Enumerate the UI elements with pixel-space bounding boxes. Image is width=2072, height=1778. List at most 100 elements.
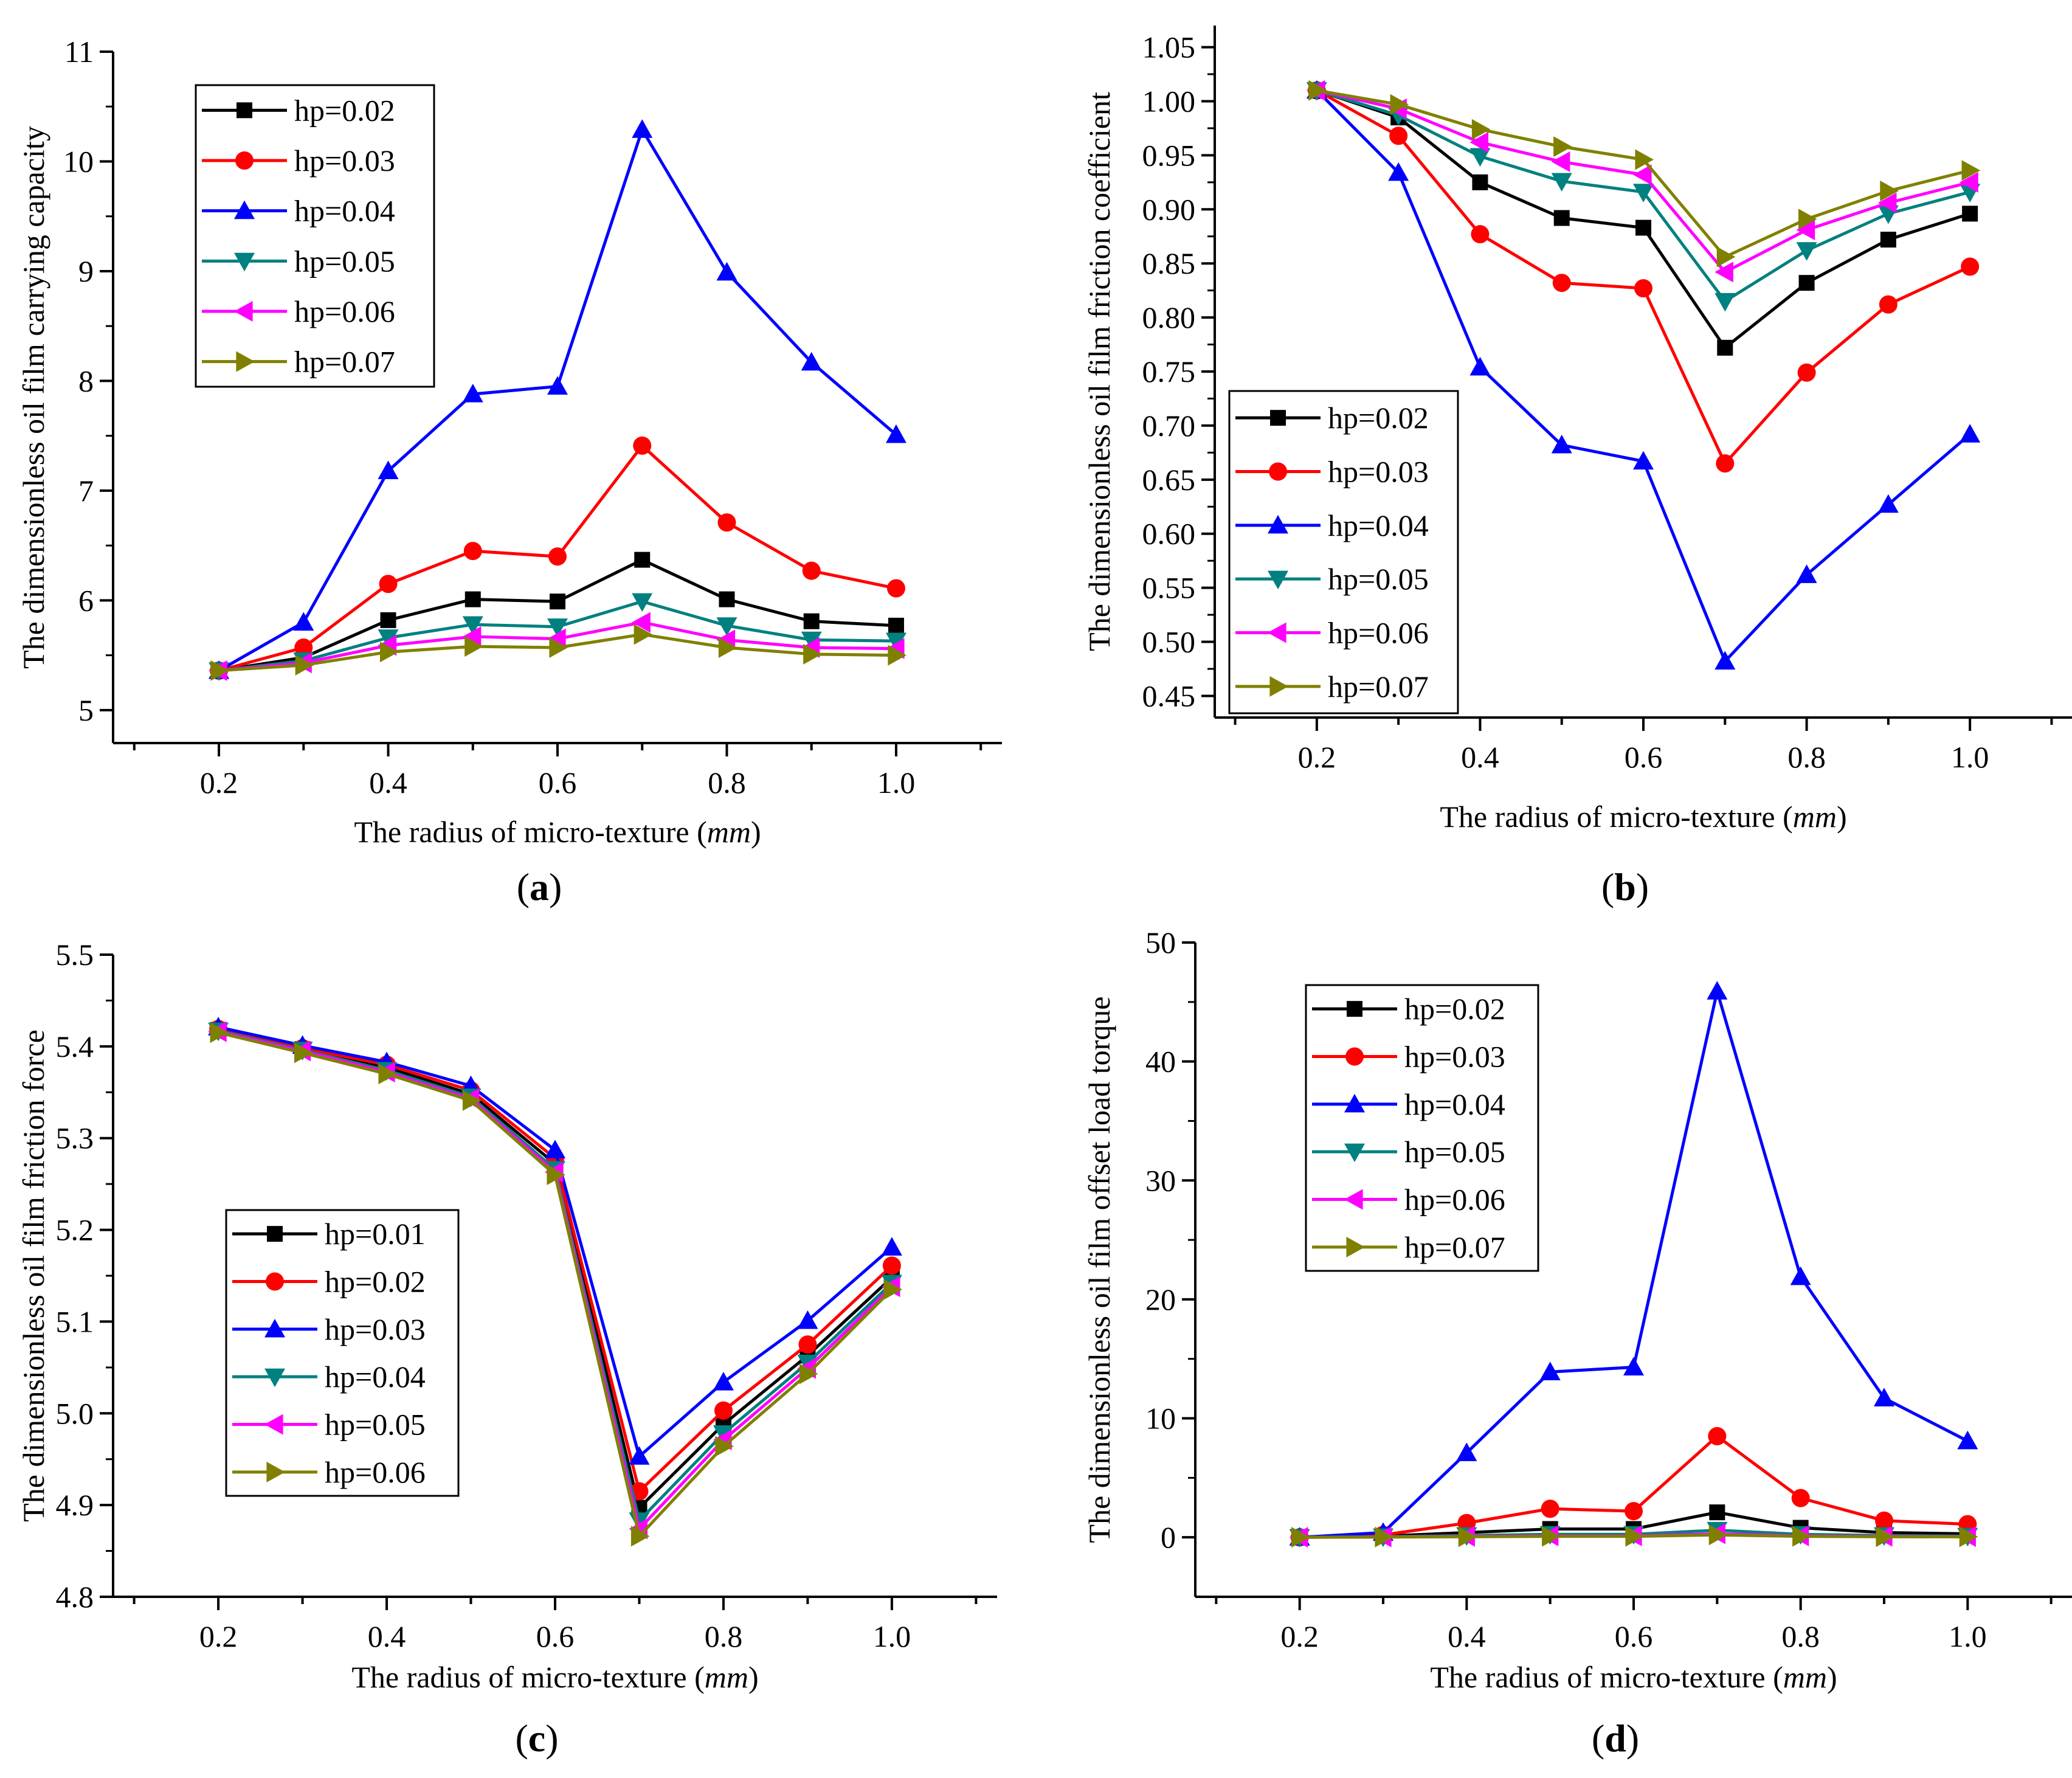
legend-marker [237, 102, 252, 119]
data-point [718, 637, 737, 658]
x-tick-label: 0.4 [369, 766, 407, 800]
data-point [1623, 1357, 1644, 1376]
data-point [797, 1310, 818, 1329]
data-point [881, 1237, 902, 1256]
data-point [294, 1042, 313, 1064]
y-tick-label: 5.3 [56, 1121, 94, 1155]
data-point [378, 460, 399, 480]
series-hp=0.07 [1291, 1524, 1978, 1548]
data-point [1551, 151, 1570, 173]
y-tick-label: 0.95 [1142, 138, 1196, 172]
y-tick-label: 0.90 [1142, 192, 1196, 226]
panel-label: (d) [1592, 1717, 1639, 1760]
y-tick-label: 0.80 [1142, 300, 1196, 334]
x-tick-label: 1.0 [1949, 1619, 1987, 1653]
x-tick-label: 0.2 [1280, 1619, 1319, 1653]
legend-marker [234, 200, 255, 220]
legend-label: hp=0.02 [294, 93, 395, 127]
data-point [1790, 1266, 1811, 1285]
y-tick-label: 5.1 [56, 1304, 94, 1338]
y-tick-label: 5.4 [56, 1029, 94, 1064]
legend-marker [1346, 1236, 1365, 1257]
legend-label: hp=0.03 [294, 144, 395, 178]
data-point [1553, 136, 1572, 157]
legend-label: hp=0.03 [1328, 455, 1429, 489]
data-point [462, 384, 483, 403]
data-point [1791, 1489, 1810, 1507]
data-point [295, 654, 314, 676]
y-tick-label: 5.2 [56, 1213, 94, 1247]
data-point [885, 632, 906, 652]
legend-label: hp=0.02 [1404, 992, 1505, 1026]
panel-label: (b) [1601, 865, 1649, 908]
data-point [1717, 339, 1733, 356]
data-point [883, 1279, 902, 1300]
data-point [1625, 1526, 1644, 1547]
data-point [1880, 232, 1896, 248]
data-point [1962, 206, 1978, 222]
data-point [1471, 119, 1491, 140]
legend-marker [1268, 570, 1288, 590]
y-axis-label: The dimensionless oil film friction coef… [1082, 92, 1116, 651]
x-tick-label: 0.2 [199, 1619, 238, 1653]
data-point [630, 1526, 650, 1547]
data-point [1633, 184, 1654, 202]
data-point [210, 1022, 229, 1043]
y-tick-label: 0.60 [1142, 517, 1196, 551]
y-tick-label: 6 [78, 583, 94, 617]
legend-label: hp=0.07 [1404, 1230, 1505, 1264]
data-point [1876, 1526, 1894, 1548]
y-tick-label: 4.9 [56, 1488, 94, 1522]
data-point [549, 637, 568, 658]
data-point [1874, 1388, 1894, 1406]
y-tick-label: 50 [1145, 925, 1176, 960]
legend-marker [1268, 514, 1288, 534]
data-point [547, 1164, 565, 1186]
data-point [1291, 1527, 1310, 1548]
y-tick-label: 9 [78, 254, 94, 288]
y-tick-label: 0 [1161, 1520, 1176, 1554]
legend-label: hp=0.04 [1328, 508, 1429, 542]
data-point [714, 1401, 733, 1420]
data-point [1388, 162, 1409, 181]
legend: hp=0.01 hp=0.02 hp=0.03 hp=0.04 hp=0.05 hp=0.… [225, 1209, 460, 1497]
data-point [717, 513, 736, 532]
data-point [380, 612, 396, 628]
data-point [1798, 275, 1815, 291]
data-point [1960, 171, 1978, 193]
data-point [888, 617, 904, 634]
data-point [1708, 1524, 1728, 1546]
data-point [1959, 1526, 1978, 1548]
y-axis-label: The dimensionless oil film carrying capa… [16, 126, 50, 669]
data-point [462, 626, 482, 647]
data-point [1715, 651, 1736, 670]
data-point [719, 591, 735, 607]
data-point [550, 593, 565, 610]
data-point [888, 645, 906, 666]
data-point [463, 542, 482, 561]
data-point [1389, 126, 1408, 145]
data-point [1877, 192, 1897, 213]
data-point [886, 579, 905, 598]
legend-marker [1344, 1189, 1363, 1210]
data-point [1792, 1526, 1811, 1547]
legend-label: hp=0.03 [1404, 1040, 1505, 1074]
data-point [378, 1064, 398, 1085]
legend-label: hp=0.04 [294, 194, 395, 228]
data-point [378, 629, 399, 648]
data-point [1635, 149, 1654, 170]
legend-marker [236, 351, 255, 372]
y-tick-label: 7 [78, 474, 94, 508]
data-point [1472, 174, 1488, 190]
y-tick-label: 5.0 [56, 1396, 94, 1430]
legend: hp=0.02 hp=0.03 hp=0.04 hp=0.05 hp=0.06 hp=0.… [1305, 984, 1539, 1272]
x-axis-label: The radius of micro-texture (mm) [1430, 1660, 1837, 1694]
series-hp=0.07 [210, 624, 906, 681]
y-tick-label: 10 [63, 144, 94, 178]
data-point [464, 591, 481, 607]
x-tick-label: 0.4 [1461, 740, 1499, 774]
data-point [545, 1140, 565, 1158]
x-tick-label: 0.2 [200, 766, 238, 800]
data-point [632, 612, 651, 633]
